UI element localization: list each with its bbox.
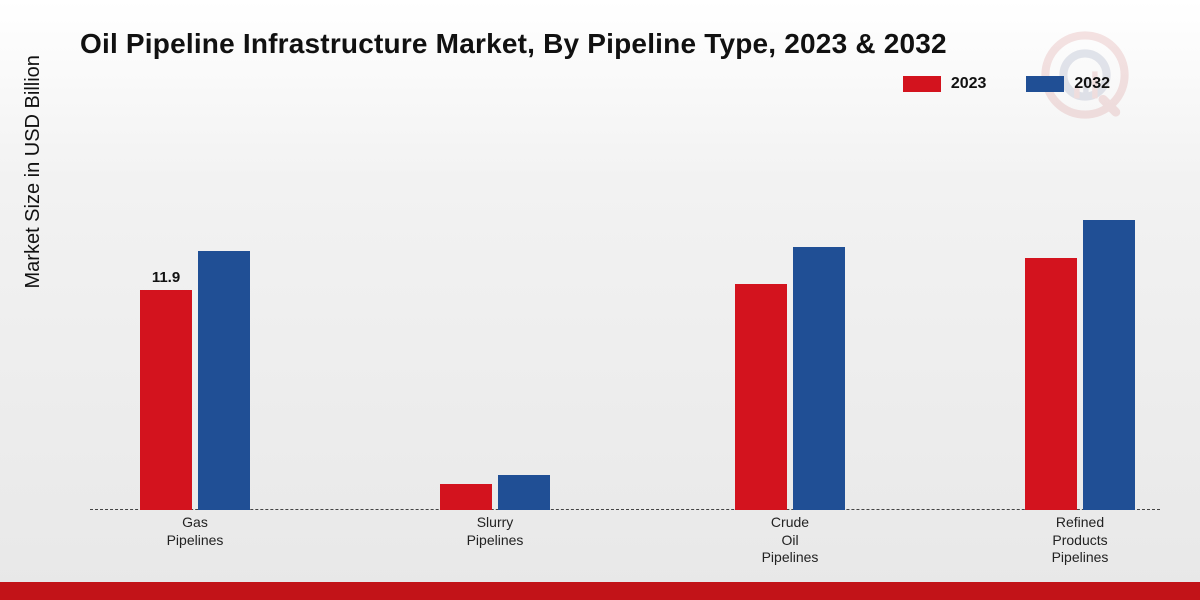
- bar-refined-y2023: [1025, 258, 1077, 510]
- plot-area: 11.9GasPipelinesSlurryPipelinesCrudeOilP…: [90, 140, 1160, 510]
- bar-crude-y2023: [735, 284, 787, 510]
- bar-group-slurry: [415, 475, 575, 510]
- bar-value-label: 11.9: [152, 269, 180, 286]
- footer-bar: [0, 582, 1200, 600]
- legend-label-2023: 2023: [951, 75, 987, 93]
- legend-item-2032: 2032: [1026, 75, 1110, 93]
- bar-crude-y2032: [793, 247, 845, 510]
- bar-group-refined: [1000, 220, 1160, 510]
- bar-group-crude: [710, 247, 870, 510]
- x-label-refined: RefinedProductsPipelines: [1000, 514, 1160, 567]
- bar-refined-y2032: [1083, 220, 1135, 510]
- legend-item-2023: 2023: [903, 75, 987, 93]
- legend: 2023 2032: [903, 75, 1110, 93]
- bar-gas-y2023: 11.9: [140, 290, 192, 510]
- legend-swatch-2032: [1026, 76, 1064, 92]
- bar-slurry-y2023: [440, 484, 492, 510]
- x-label-gas: GasPipelines: [115, 514, 275, 549]
- legend-label-2032: 2032: [1074, 75, 1110, 93]
- legend-swatch-2023: [903, 76, 941, 92]
- bar-slurry-y2032: [498, 475, 550, 510]
- bar-group-gas: 11.9: [115, 251, 275, 510]
- bar-gas-y2032: [198, 251, 250, 510]
- x-label-slurry: SlurryPipelines: [415, 514, 575, 549]
- chart-title: Oil Pipeline Infrastructure Market, By P…: [80, 28, 947, 60]
- chart-page: Oil Pipeline Infrastructure Market, By P…: [0, 0, 1200, 600]
- x-label-crude: CrudeOilPipelines: [710, 514, 870, 567]
- y-axis-label: Market Size in USD Billion: [22, 55, 45, 288]
